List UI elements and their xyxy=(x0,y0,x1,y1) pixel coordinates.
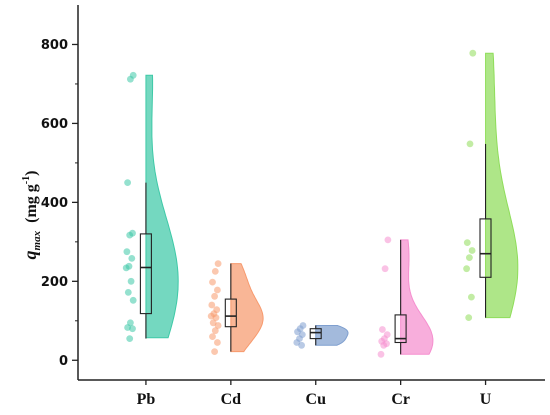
x-tick-label-u: U xyxy=(480,391,492,408)
point-cd xyxy=(211,292,219,300)
point-cd xyxy=(214,339,221,346)
point-pb xyxy=(129,296,137,304)
point-cd xyxy=(214,286,221,294)
point-pb xyxy=(127,277,135,285)
point-u xyxy=(463,265,470,273)
point-cd xyxy=(214,260,222,267)
point-pb xyxy=(129,325,136,333)
violin-cd xyxy=(230,263,264,353)
y-tick-label-800: 800 xyxy=(41,38,68,53)
x-tick-label-pb: Pb xyxy=(137,391,156,408)
point-u xyxy=(468,293,475,301)
y-tick-label-400: 400 xyxy=(41,196,68,211)
violin-cu xyxy=(315,325,349,346)
x-tick-label-cd: Cd xyxy=(221,391,242,408)
box-u xyxy=(479,218,492,278)
y-axis-unit: (mg g xyxy=(23,184,40,231)
point-u xyxy=(468,247,476,254)
box-cd xyxy=(224,298,237,328)
point-cd xyxy=(211,268,219,275)
point-cu xyxy=(298,341,305,349)
point-pb xyxy=(122,264,130,272)
point-cd xyxy=(214,322,222,329)
point-pb xyxy=(128,255,136,262)
point-pb xyxy=(124,179,131,187)
point-pb xyxy=(126,231,134,239)
y-axis-subscript: max xyxy=(31,230,43,250)
point-u xyxy=(466,254,473,261)
point-cd xyxy=(211,348,219,355)
x-tick-label-cr: Cr xyxy=(391,391,410,408)
plot-area: 0 200 400 600 800 Pb Cd Cu Cr U xyxy=(41,5,545,408)
point-u xyxy=(469,49,477,57)
box-cu xyxy=(309,328,322,340)
point-u xyxy=(463,239,471,247)
point-pb xyxy=(126,75,134,83)
x-tick-label-cu: Cu xyxy=(306,391,327,408)
point-cd xyxy=(209,278,216,286)
y-tick-label-0: 0 xyxy=(59,354,68,369)
point-cd xyxy=(208,301,216,309)
point-cr xyxy=(377,350,385,358)
y-axis-title: qmax (mg g-1) xyxy=(20,171,43,260)
y-tick-label-200: 200 xyxy=(41,275,68,290)
y-axis-symbol: q xyxy=(20,250,40,259)
point-u xyxy=(465,314,473,321)
point-pb xyxy=(123,248,131,256)
y-axis-unit-superscript: -1 xyxy=(21,176,32,184)
point-cr xyxy=(381,265,389,273)
y-tick-label-600: 600 xyxy=(41,117,68,132)
point-u xyxy=(466,140,474,148)
box-cr xyxy=(394,314,407,344)
point-cd xyxy=(209,333,216,340)
point-cr xyxy=(379,326,386,333)
point-cd xyxy=(211,327,219,335)
violin-cr xyxy=(400,239,434,355)
box-pb xyxy=(139,233,152,315)
point-pb xyxy=(126,335,134,342)
point-cr xyxy=(380,341,388,349)
violin-u xyxy=(485,52,519,319)
point-pb xyxy=(124,289,132,296)
y-axis-unit-close: ) xyxy=(23,171,40,176)
violin-pb xyxy=(145,74,179,339)
point-cd xyxy=(212,314,220,321)
point-cr xyxy=(384,236,392,244)
